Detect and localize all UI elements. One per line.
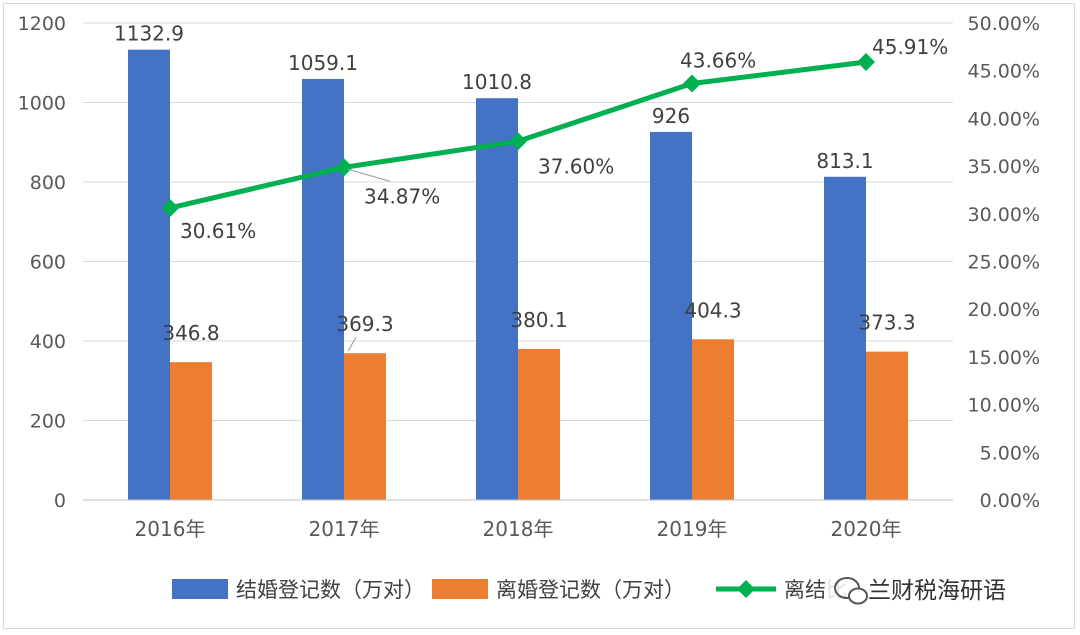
y-right-tick: 45.00% (968, 61, 1040, 83)
bars (128, 49, 908, 501)
x-category-label: 2019年 (657, 517, 728, 541)
y-right-tick: 50.00% (968, 13, 1040, 35)
marriage-bar (476, 98, 518, 500)
ratio-value-label: 43.66% (680, 48, 756, 72)
y-left-tick: 200 (30, 411, 66, 433)
legend-label-marriages: 结婚登记数（万对） (236, 578, 425, 602)
divorce-value-label: 369.3 (336, 312, 393, 336)
divorce-bar (170, 362, 212, 500)
marriage-bar (128, 49, 170, 501)
ratio-marker (161, 198, 179, 217)
marriage-bar (650, 131, 692, 500)
y-left-tick: 400 (30, 331, 66, 353)
divorce-bar (866, 351, 908, 500)
combo-chart: 1132.9 346.8 1059.1 369.3 1010.8 380.1 926 404.… (18, 13, 1056, 610)
ratio-marker (857, 53, 875, 72)
marriage-bar (302, 79, 344, 500)
y-right-tick: 35.00% (968, 156, 1040, 178)
wechat-icon (834, 577, 868, 605)
divorce-bar (518, 348, 560, 500)
divorce-value-label: 373.3 (858, 311, 915, 335)
legend-marker-ratio (737, 580, 755, 598)
y-left-tick: 1200 (18, 13, 66, 35)
divorce-value-label: 404.3 (684, 298, 741, 322)
marriage-value-label: 926 (652, 104, 690, 128)
wechat-bubble-small (848, 587, 868, 605)
x-category-label: 2017年 (309, 517, 380, 541)
y-right-tick: 25.00% (968, 252, 1040, 274)
divorce-value-label: 346.8 (162, 321, 219, 345)
divorce-bar (692, 339, 734, 500)
ratio-value-label: 30.61% (180, 219, 256, 243)
watermark: 兰财税海研语 (826, 570, 1056, 610)
divorce-bar (344, 353, 386, 500)
data-labels: 1132.9 346.8 1059.1 369.3 1010.8 380.1 926 404.… (114, 22, 948, 352)
y-left-tick: 800 (30, 172, 66, 194)
y-right-tick: 20.00% (968, 299, 1040, 321)
y-right-tick: 40.00% (968, 108, 1040, 130)
divorce-value-label: 380.1 (510, 308, 567, 332)
legend-label-divorces: 离婚登记数（万对） (496, 578, 685, 602)
chart-frame: 1132.9 346.8 1059.1 369.3 1010.8 380.1 926 404.… (3, 3, 1075, 629)
y-right-tick: 5.00% (980, 442, 1040, 464)
y-right-tick: 15.00% (968, 347, 1040, 369)
legend: 结婚登记数（万对） 离婚登记数（万对） 离结比 (172, 578, 847, 602)
marriage-value-label: 1059.1 (288, 51, 358, 75)
y-right-tick: 10.00% (968, 395, 1040, 417)
ratio-marker (335, 158, 353, 177)
watermark-text: 兰财税海研语 (868, 578, 1006, 604)
ratio-value-label: 34.87% (364, 184, 440, 208)
ratio-line-layer (161, 53, 875, 217)
label-leader-line (347, 336, 357, 352)
y-left-tick: 0 (54, 490, 66, 512)
label-leader-line (347, 168, 391, 182)
marriage-value-label: 813.1 (816, 149, 873, 173)
x-category-label: 2016年 (135, 517, 206, 541)
ratio-marker (683, 74, 701, 93)
marriage-value-label: 1132.9 (114, 22, 184, 46)
marriage-value-label: 1010.8 (462, 70, 532, 94)
ratio-value-label: 45.91% (872, 35, 948, 59)
ratio-marker (509, 132, 527, 151)
axes: 0 200 400 600 800 1000 1200 0.00% 5.00% 10.00% 15.… (18, 13, 1040, 541)
x-category-label: 2020年 (831, 517, 902, 541)
y-right-tick: 30.00% (968, 204, 1040, 226)
y-left-tick: 1000 (18, 93, 66, 115)
watermark-backdrop (826, 570, 1056, 610)
y-left-tick: 600 (30, 252, 66, 274)
legend-swatch-divorces (432, 579, 488, 599)
ratio-value-label: 37.60% (538, 154, 614, 178)
marriage-bar (824, 176, 866, 500)
legend-swatch-marriages (172, 579, 228, 599)
y-right-tick: 0.00% (980, 490, 1040, 512)
x-category-label: 2018年 (483, 517, 554, 541)
